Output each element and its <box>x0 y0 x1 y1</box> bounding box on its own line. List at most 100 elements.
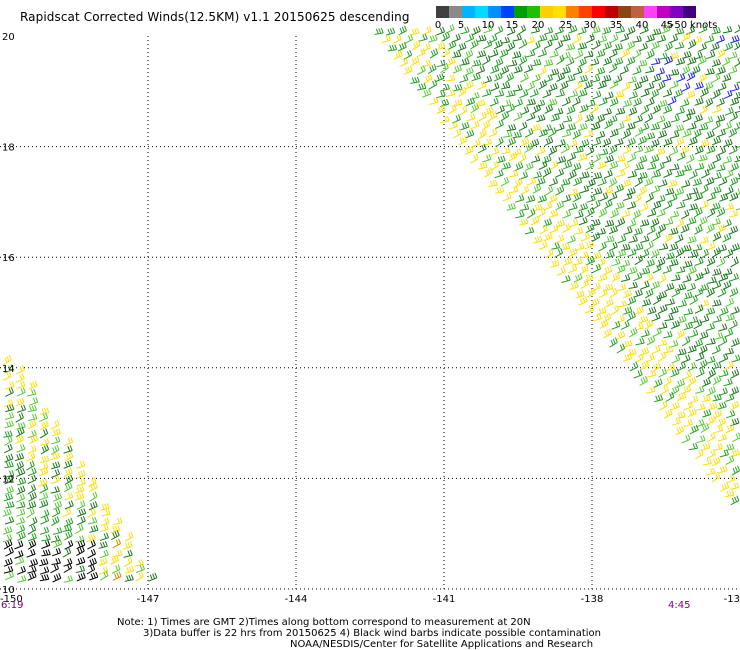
wind-barb <box>544 185 554 196</box>
wind-barb <box>689 187 699 195</box>
wind-barb <box>687 376 697 387</box>
wind-barb <box>650 249 660 259</box>
wind-barb <box>646 369 657 378</box>
wind-barb <box>590 74 601 83</box>
wind-barb <box>634 176 643 188</box>
wind-barb <box>15 556 25 565</box>
wind-barb <box>604 298 614 308</box>
wind-barb <box>471 72 481 82</box>
wind-barb <box>15 460 24 471</box>
wind-barb <box>633 289 643 298</box>
wind-barb <box>459 74 469 83</box>
wind-barb <box>698 42 707 52</box>
wind-barb <box>556 266 566 276</box>
wind-barb <box>724 328 734 338</box>
wind-barb <box>506 124 517 132</box>
wind-barb <box>580 138 590 148</box>
wind-barb <box>694 81 704 90</box>
wind-barb <box>544 248 554 259</box>
wind-barb <box>728 209 739 218</box>
wind-barb <box>412 40 421 51</box>
wind-barb <box>62 547 72 558</box>
wind-barb <box>554 107 564 116</box>
wind-barb <box>561 178 571 186</box>
wind-barb <box>687 235 697 244</box>
wind-barb <box>561 275 571 283</box>
wind-barb <box>634 306 644 315</box>
wind-barb <box>646 49 655 60</box>
wind-barb <box>560 143 570 154</box>
wind-barb <box>707 368 716 379</box>
wind-barb <box>662 265 672 274</box>
end-time-label: 4:45 <box>668 600 691 611</box>
wind-barb <box>592 172 603 180</box>
wind-barb <box>537 207 546 218</box>
wind-barb <box>596 49 606 58</box>
note-line-1: Note: 1) Times are GMT 2)Times along bot… <box>117 617 531 628</box>
wind-barb <box>665 362 675 372</box>
wind-barb <box>477 80 487 91</box>
wind-barb <box>716 223 726 234</box>
wind-barb <box>670 401 680 411</box>
wind-barb <box>549 33 559 42</box>
wind-barb <box>527 208 536 219</box>
wind-barb <box>519 203 530 211</box>
wind-barb <box>63 482 73 493</box>
wind-barb <box>730 162 739 172</box>
wind-barb <box>592 153 601 164</box>
wind-barb <box>611 258 621 267</box>
wind-barb <box>664 346 674 354</box>
colorbar-swatch <box>566 6 579 18</box>
wind-barb <box>27 539 37 550</box>
wind-barb <box>27 571 37 581</box>
wind-barb <box>699 200 709 210</box>
wind-barb <box>716 48 726 59</box>
wind-barb <box>700 169 710 179</box>
wind-barb <box>628 106 638 116</box>
wind-barb <box>53 538 63 549</box>
wind-barb <box>5 501 15 509</box>
wind-barb <box>675 266 686 274</box>
wind-barb <box>578 57 587 68</box>
wind-barb <box>87 548 96 559</box>
wind-barb <box>706 256 716 267</box>
wind-barb <box>698 123 709 131</box>
wind-barb <box>730 495 740 506</box>
colorbar-tick-label: >50 <box>666 20 688 31</box>
wind-barb <box>711 58 721 67</box>
wind-barb <box>494 25 504 36</box>
wind-barb <box>76 546 85 557</box>
wind-barb <box>27 419 37 430</box>
wind-barb <box>478 129 487 140</box>
wind-barb <box>712 172 722 180</box>
wind-barb <box>623 339 633 348</box>
wind-barb <box>641 298 652 307</box>
wind-barb <box>701 442 711 452</box>
wind-barb <box>531 73 541 83</box>
wind-barb <box>573 177 583 187</box>
wind-barb <box>16 467 26 477</box>
wind-barb <box>530 216 540 226</box>
longitude-label: -144 <box>285 594 308 605</box>
wind-barb <box>670 385 680 396</box>
wind-barb <box>562 115 573 123</box>
wind-barb <box>403 65 413 75</box>
wind-barb <box>673 88 683 99</box>
wind-barb <box>620 209 631 218</box>
wind-barb <box>580 264 589 275</box>
wind-barb <box>436 42 446 51</box>
wind-barb <box>495 186 505 194</box>
wind-barb <box>722 280 732 291</box>
wind-barb <box>26 460 35 471</box>
wind-barb <box>602 107 612 116</box>
wind-barb <box>573 66 583 76</box>
wind-barb <box>111 564 121 574</box>
wind-barb <box>526 81 535 91</box>
wind-barb <box>617 234 627 244</box>
wind-barb <box>571 96 581 107</box>
wind-barb <box>542 155 552 164</box>
wind-barb <box>397 42 407 52</box>
wind-barb <box>460 58 470 66</box>
wind-barb <box>500 36 511 44</box>
wind-barb <box>675 169 685 178</box>
